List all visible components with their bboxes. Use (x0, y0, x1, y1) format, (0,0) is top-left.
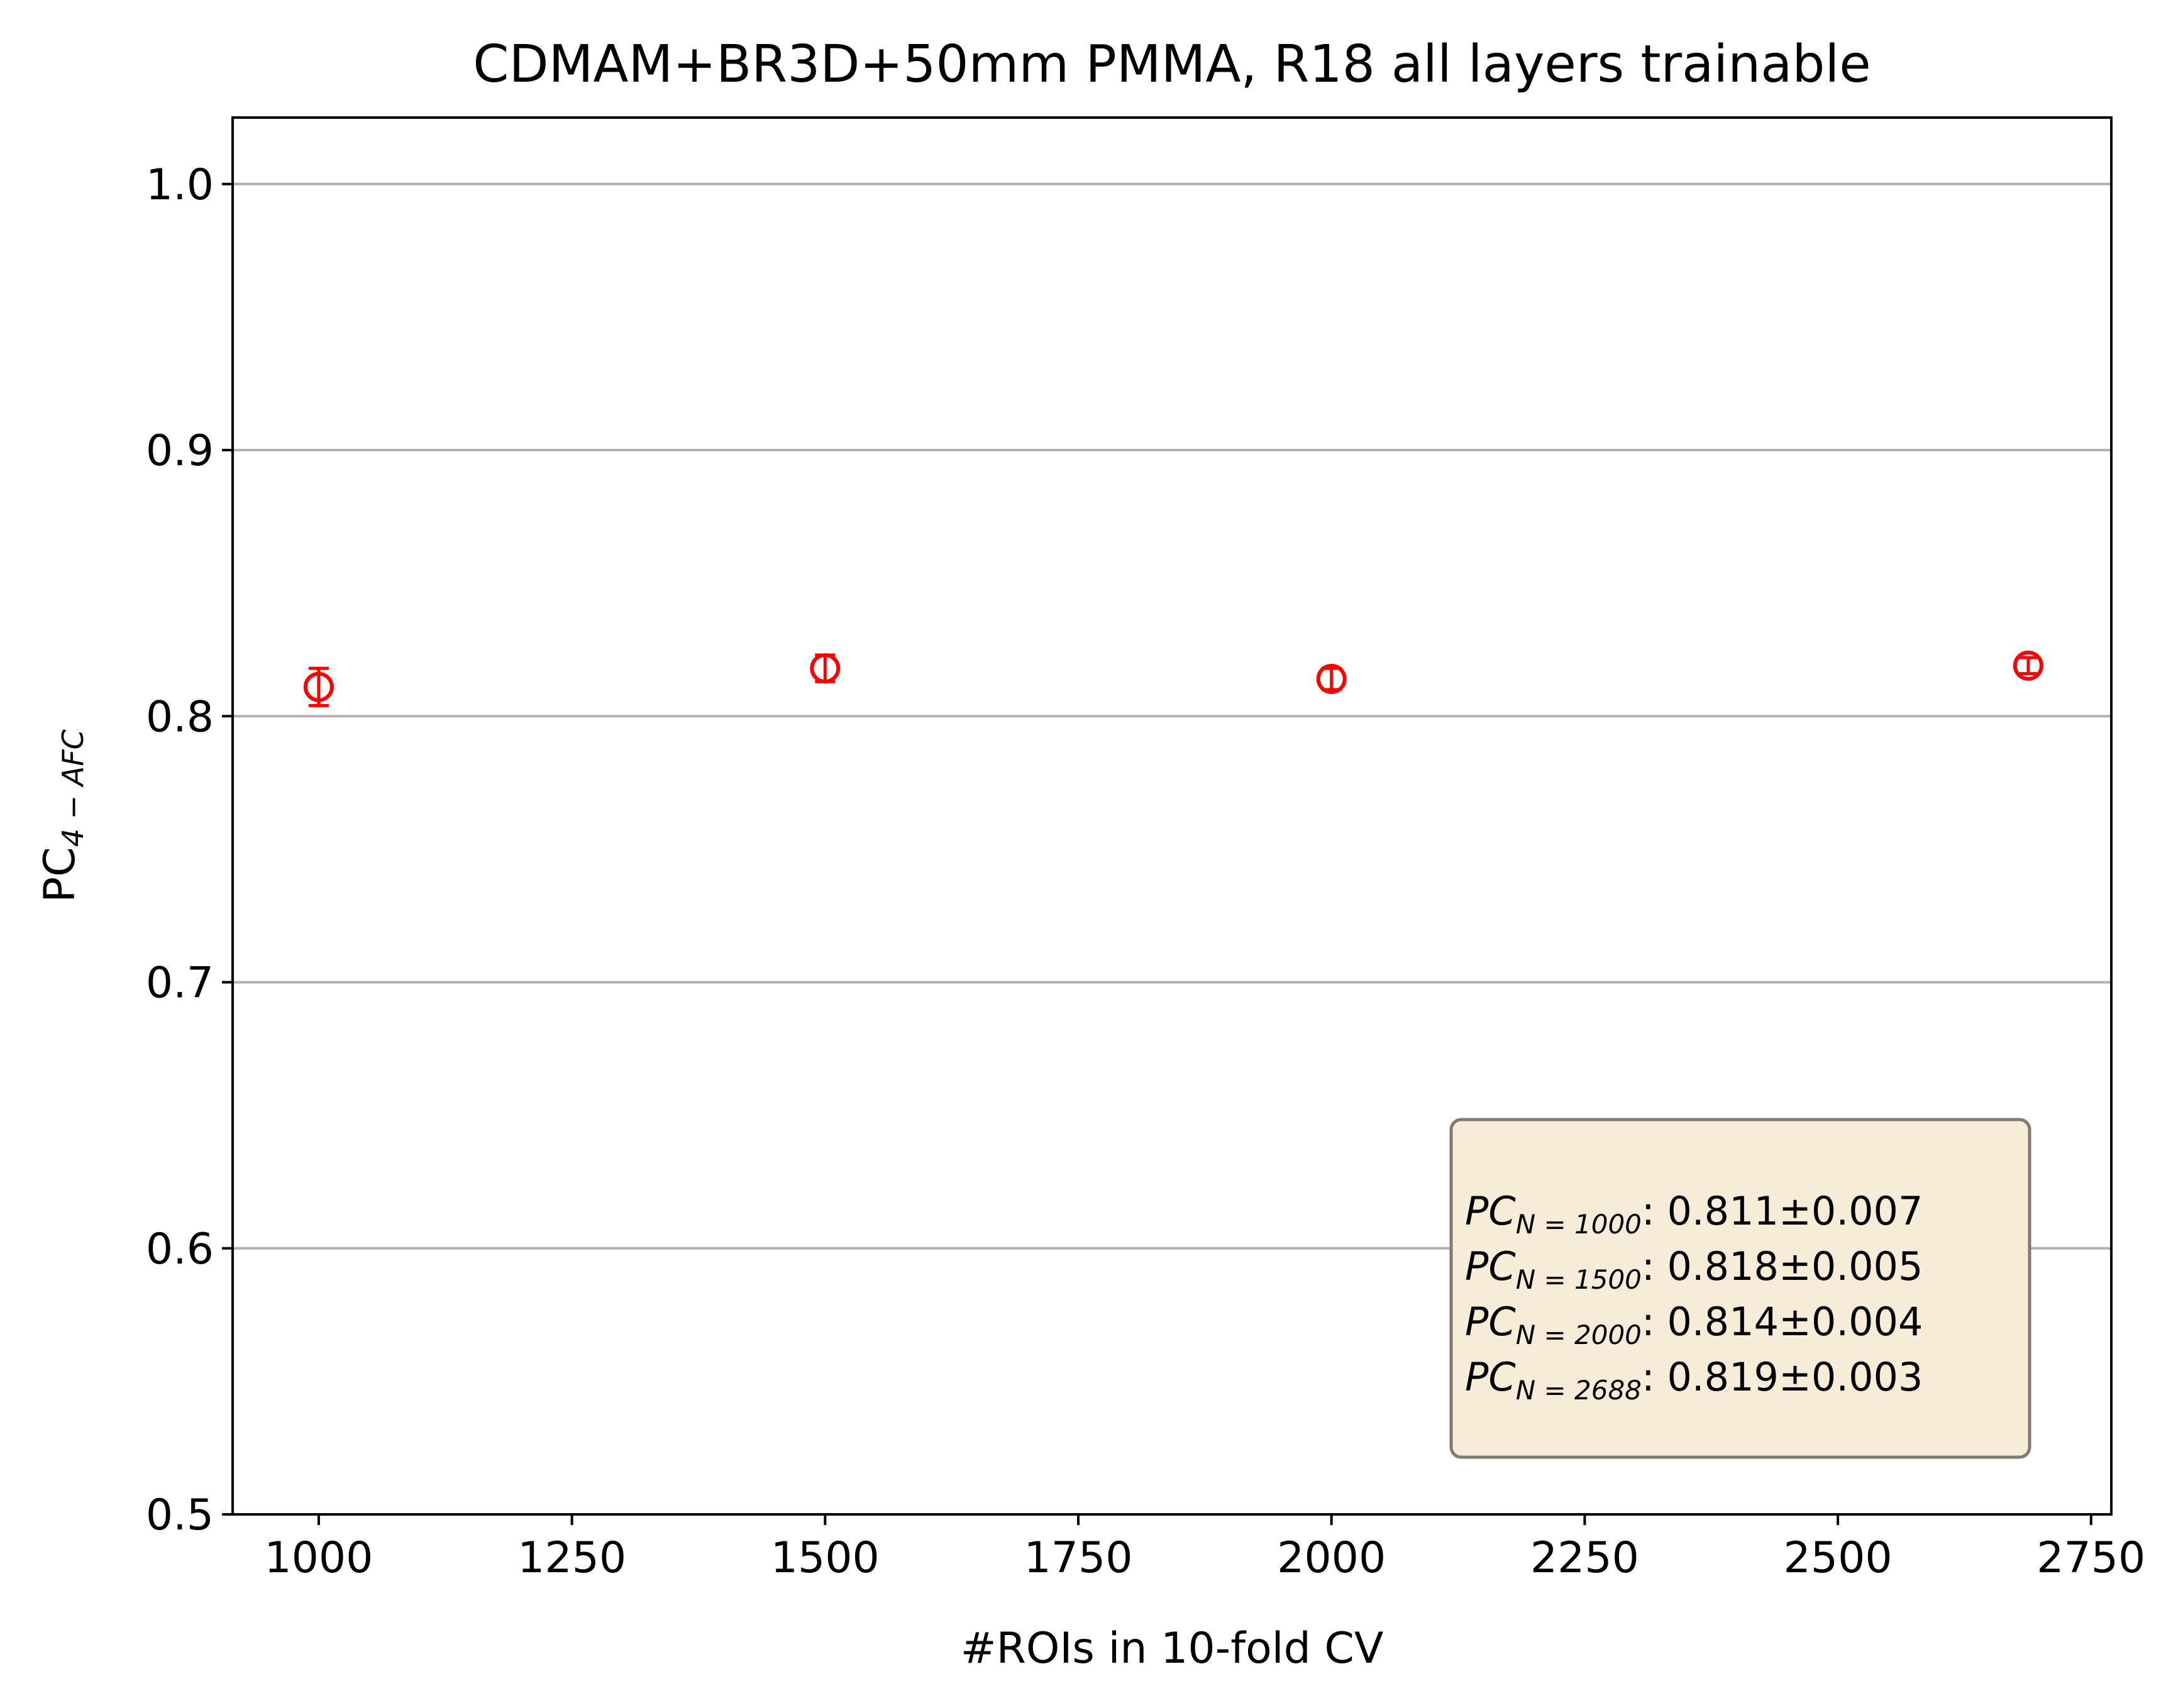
y-tick-label: 0.6 (146, 1225, 214, 1274)
annotation-subscript: N = 1500 (1516, 1264, 1642, 1295)
annotation-subscript: N = 2000 (1516, 1320, 1642, 1350)
data-point (810, 653, 841, 684)
x-axis: 1000 1250 1500 1750 2000 2250 2500 2750 (264, 1514, 2145, 1583)
annotation-value: : 0.818±0.005 (1642, 1243, 1923, 1289)
x-tick-label: 1500 (771, 1533, 880, 1583)
y-axis-title-subscript: 4 − AFC (56, 729, 90, 847)
annotation-value: : 0.811±0.007 (1642, 1188, 1923, 1234)
annotation-subscript: N = 2688 (1516, 1375, 1642, 1406)
annotation-subscript: N = 1000 (1516, 1209, 1642, 1240)
y-tick-label: 0.8 (146, 692, 214, 742)
annotation-background (1449, 1118, 2031, 1459)
point-marker (303, 671, 334, 702)
annotation-label: PC (1465, 1188, 1516, 1234)
data-point (303, 666, 334, 707)
x-tick-label: 2500 (1784, 1533, 1893, 1583)
y-axis-title: PC4 − AFC (35, 729, 90, 903)
annotation-label: PC (1465, 1243, 1516, 1289)
data-point (1316, 664, 1347, 695)
plot-frame (231, 116, 2113, 1516)
x-tick-label: 1750 (1024, 1533, 1132, 1583)
data-points (303, 650, 2043, 707)
y-tick-label: 0.5 (146, 1490, 214, 1540)
chart-title: CDMAM+BR3D+50mm PMMA, R18 all layers tra… (473, 35, 1871, 94)
point-marker (2013, 650, 2043, 681)
y-axis: 0.5 0.6 0.7 0.8 0.9 1.0 (146, 160, 233, 1540)
x-tick-label: 2250 (1530, 1533, 1639, 1583)
x-tick-label: 2000 (1277, 1533, 1386, 1583)
y-axis-title-main: PC (35, 847, 85, 903)
annotation-value: : 0.814±0.004 (1642, 1299, 1923, 1345)
annotation-label: PC (1465, 1354, 1516, 1400)
point-marker (1316, 664, 1347, 695)
x-axis-title: #ROIs in 10-fold CV (961, 1624, 1384, 1673)
x-tick-label: 1000 (264, 1533, 373, 1583)
y-tick-label: 0.7 (146, 959, 214, 1008)
y-tick-label: 1.0 (146, 160, 214, 210)
annotation-label: PC (1465, 1299, 1516, 1345)
annotation-line: PCN = 2000: 0.814±0.004 (1465, 1299, 1923, 1350)
svg-text:PC4 − AFC: PC4 − AFC (35, 729, 90, 903)
annotation-line: PCN = 2688: 0.819±0.003 (1465, 1354, 1923, 1406)
annotation-line: PCN = 1500: 0.818±0.005 (1465, 1243, 1923, 1295)
annotation-line: PCN = 1000: 0.811±0.007 (1465, 1188, 1923, 1240)
point-marker (810, 653, 841, 684)
data-point (2013, 650, 2043, 681)
y-tick-label: 0.9 (146, 426, 214, 476)
x-tick-label: 2750 (2037, 1533, 2145, 1583)
x-tick-label: 1250 (517, 1533, 626, 1583)
annotation-value: : 0.819±0.003 (1642, 1354, 1923, 1400)
